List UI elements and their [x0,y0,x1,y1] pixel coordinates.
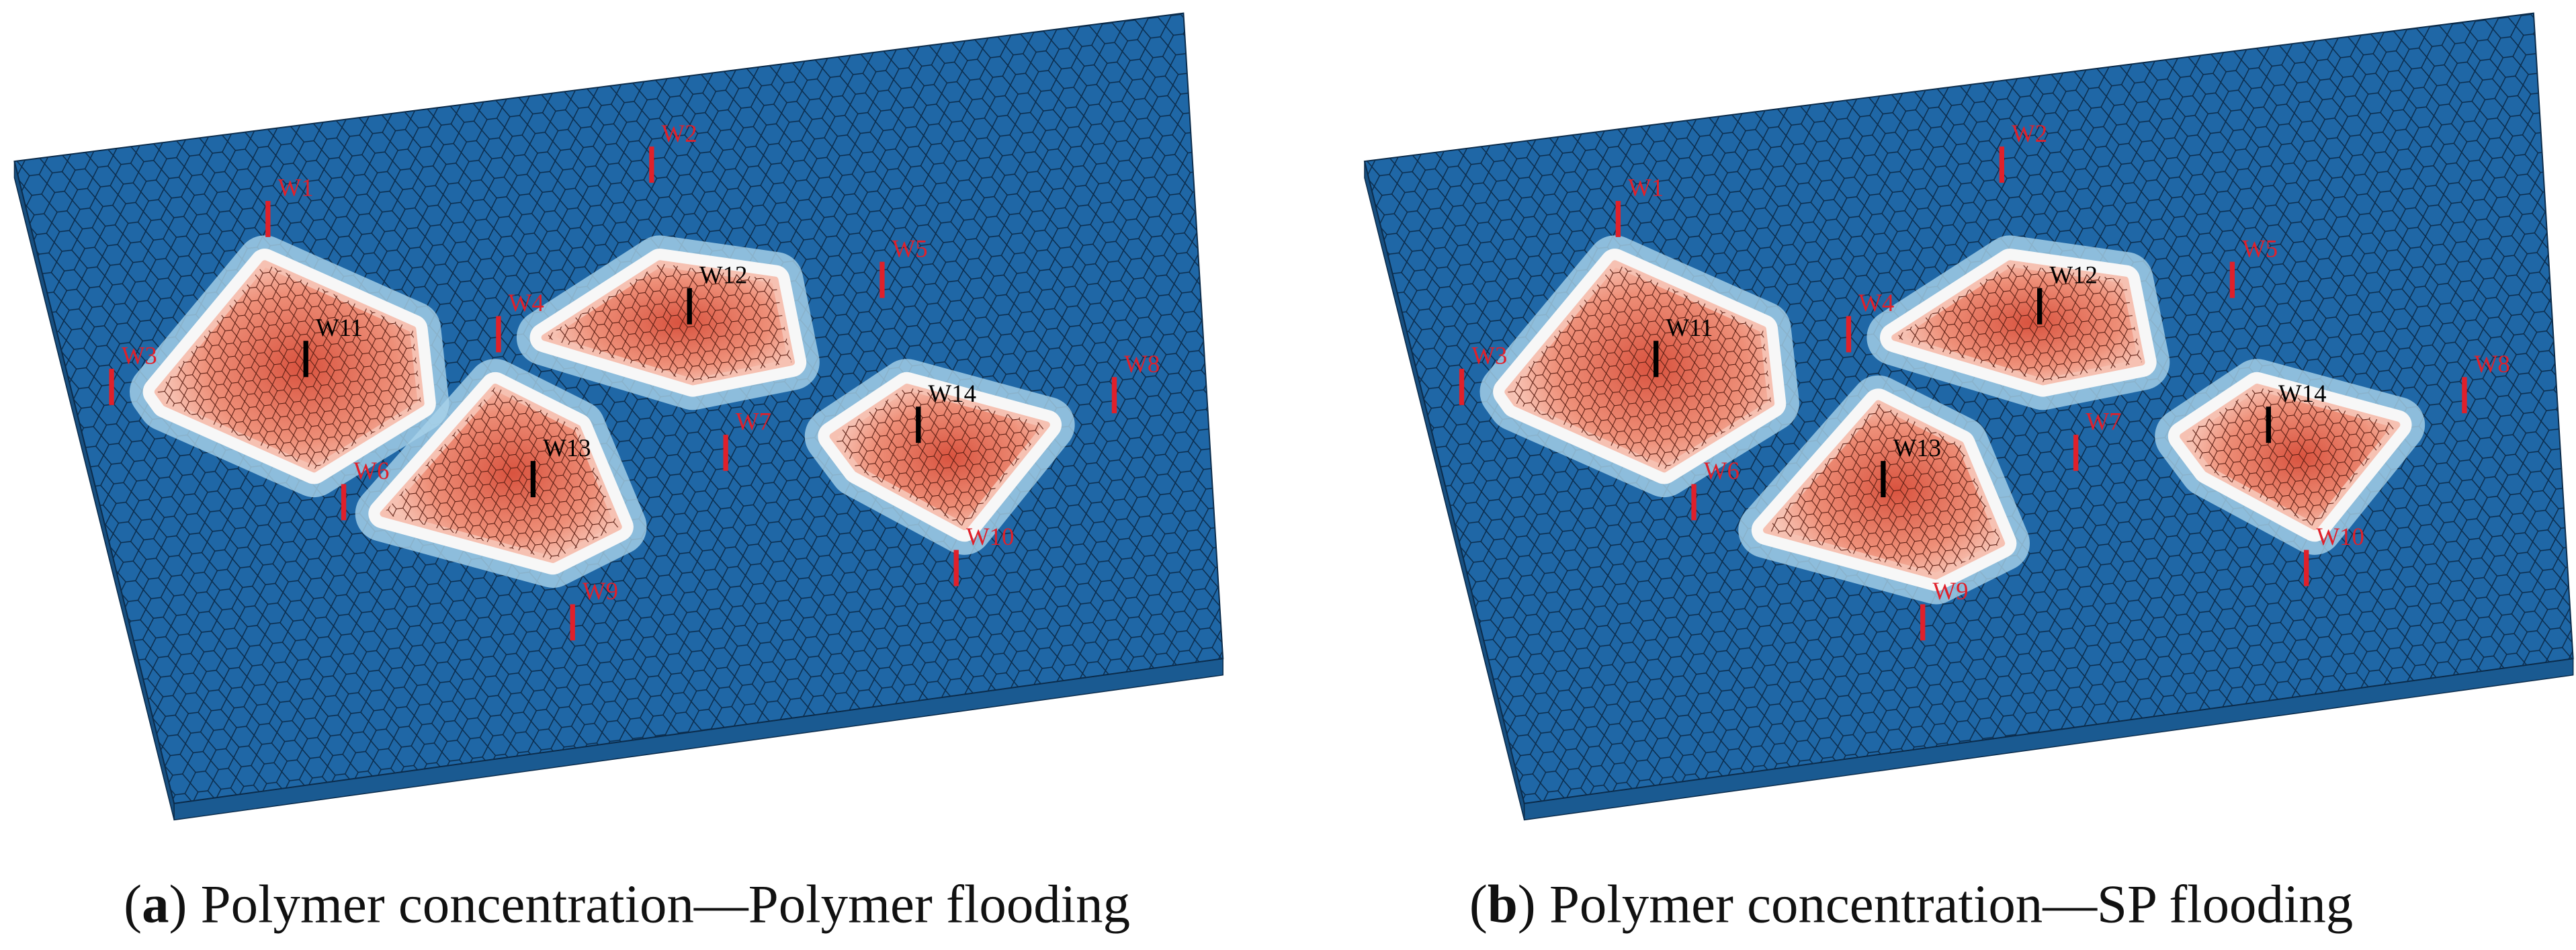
well-label: W11 [1666,314,1713,341]
plume [1866,235,2170,411]
plume [804,359,1075,555]
plume-mesh [2182,386,2397,527]
well-label: W12 [699,261,747,289]
plume-mesh [832,386,1047,527]
well-label: W2 [662,120,697,147]
panel: W1 W2 W3 W4 W5 W6 W7 W8 W9 W10 W11 W12 W13 W14 [1363,12,2574,821]
well-label: W6 [353,457,389,484]
panel: W1 W2 W3 W4 W5 W6 W7 W8 W9 W10 W11 W12 W13 W14 [13,12,1224,821]
well-label: W3 [1471,342,1507,370]
plume [129,235,449,498]
slab-top [13,12,1224,804]
well-label: W8 [2475,350,2510,378]
well-label: W8 [1124,350,1160,378]
caption-text: ) Polymer concentration—Polymer flooding [169,874,1130,934]
well-label: W1 [1628,174,1664,202]
caption-open: ( [124,874,142,934]
caption-label: b [1488,874,1518,934]
well-label: W5 [892,234,928,262]
well-label: W1 [278,174,314,202]
caption-text: ) Polymer concentration—SP flooding [1518,874,2353,934]
plume-mesh [1895,263,2142,382]
well-label: W10 [966,523,1014,550]
plume-mesh [1508,263,1772,470]
caption-open: ( [1469,874,1488,934]
plume-mesh [383,386,619,560]
well-label: W14 [929,380,976,407]
plume-mesh [157,263,421,470]
plume-mesh [544,263,792,382]
well-label: W9 [1932,577,1968,605]
well-label: W7 [2086,408,2121,435]
slab-top [1363,12,2574,804]
well-label: W6 [1704,457,1740,484]
caption-label: a [142,874,169,934]
well-label: W13 [543,434,591,462]
plume [355,359,647,588]
plume [1479,235,1799,498]
well-label: W11 [316,314,363,341]
plume [516,235,820,411]
caption: (a) Polymer concentration—Polymer floodi… [124,874,1130,934]
well-label: W4 [509,289,544,316]
well-label: W9 [583,577,618,605]
caption: (b) Polymer concentration—SP flooding [1469,874,2353,934]
well-label: W3 [122,342,157,370]
well-label: W4 [1858,289,1894,316]
well-label: W13 [1893,434,1941,462]
well-label: W10 [2316,523,2364,550]
well-label: W2 [2012,120,2047,147]
well-label: W5 [2242,234,2278,262]
well-label: W14 [2278,380,2326,407]
well-label: W12 [2049,261,2097,289]
plume [2155,359,2425,555]
well-label: W7 [736,408,771,435]
